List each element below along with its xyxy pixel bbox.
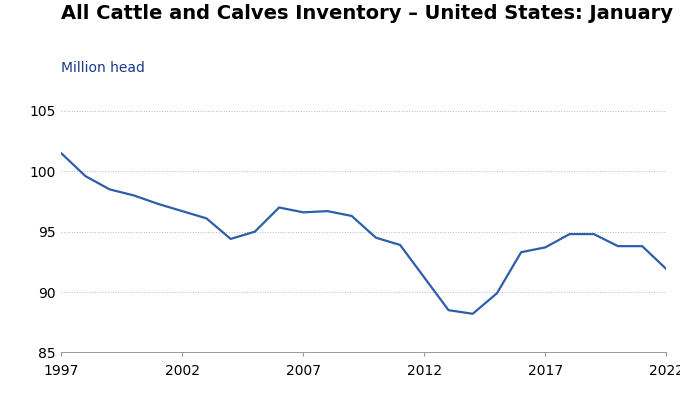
Text: Million head: Million head <box>61 61 145 75</box>
Text: All Cattle and Calves Inventory – United States: January 1: All Cattle and Calves Inventory – United… <box>61 4 680 23</box>
